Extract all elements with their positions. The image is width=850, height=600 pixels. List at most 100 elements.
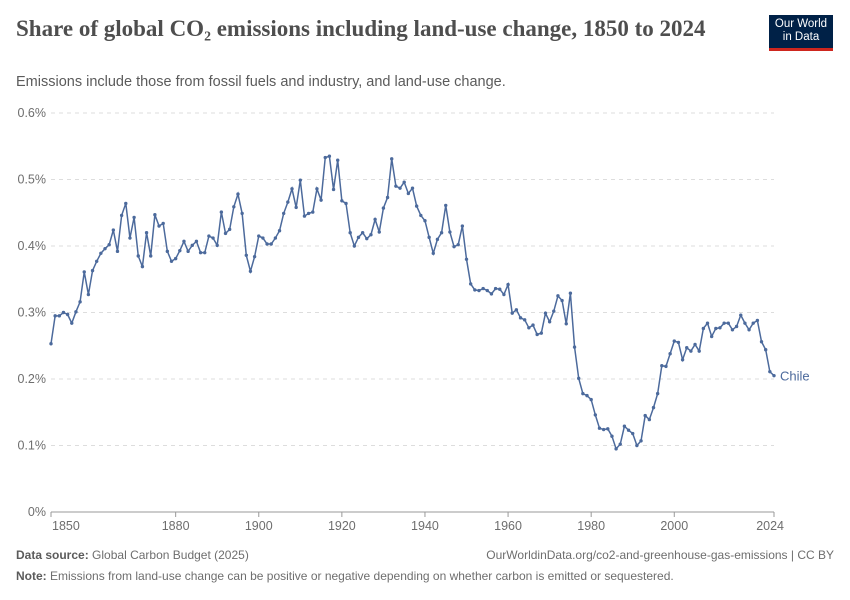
data-point — [556, 294, 560, 298]
data-point — [348, 231, 352, 235]
data-point — [585, 393, 589, 398]
data-point — [564, 322, 568, 326]
data-point — [427, 235, 431, 240]
data-point — [606, 427, 610, 431]
data-point — [248, 269, 253, 273]
data-point — [49, 342, 53, 346]
data-point — [315, 187, 319, 191]
data-point — [676, 340, 681, 345]
data-point — [568, 291, 573, 295]
data-point — [514, 308, 519, 312]
data-point — [111, 228, 116, 232]
data-point — [685, 346, 689, 350]
data-point — [115, 249, 120, 254]
x-tick-label: 2000 — [660, 519, 688, 533]
data-point — [631, 431, 635, 436]
data-point — [448, 230, 452, 234]
chart-url[interactable]: OurWorldinData.org/co2-and-greenhouse-ga… — [486, 548, 834, 562]
data-point — [298, 178, 303, 182]
data-point — [240, 211, 244, 216]
data-point — [178, 248, 182, 253]
data-point — [103, 246, 107, 251]
series-label: Chile — [780, 369, 810, 384]
data-point — [86, 292, 91, 297]
data-point — [498, 287, 502, 291]
data-point — [232, 205, 236, 209]
data-point — [747, 328, 751, 332]
data-point — [390, 157, 394, 161]
data-point — [70, 321, 74, 325]
data-point — [74, 310, 78, 314]
data-point — [539, 331, 544, 335]
data-point — [373, 217, 377, 222]
data-point — [227, 227, 232, 232]
x-tick-label: 1900 — [245, 519, 273, 533]
data-point — [527, 326, 531, 330]
y-tick-label: 0.2% — [18, 372, 47, 386]
y-tick-label: 0.4% — [18, 239, 47, 253]
data-point — [136, 254, 140, 258]
data-point — [614, 447, 618, 451]
data-point — [61, 310, 66, 315]
data-point — [543, 311, 548, 315]
data-point — [281, 211, 286, 216]
source-label: Data source: — [16, 548, 89, 562]
data-point — [406, 191, 411, 196]
data-point — [535, 332, 539, 337]
data-point — [502, 292, 506, 297]
x-tick-label: 2024 — [756, 519, 784, 533]
data-point — [365, 236, 369, 241]
data-point — [439, 231, 444, 235]
data-point — [597, 426, 602, 430]
data-point — [311, 210, 315, 214]
data-point — [639, 439, 643, 443]
data-point — [327, 154, 332, 158]
note-text: Emissions from land-use change can be po… — [50, 569, 674, 583]
data-point — [763, 348, 768, 352]
data-point — [730, 328, 735, 332]
data-point — [186, 249, 190, 254]
data-point — [294, 205, 298, 210]
data-point — [701, 326, 706, 331]
data-point — [622, 424, 627, 428]
data-point — [552, 309, 556, 313]
data-point — [518, 316, 523, 320]
data-point — [435, 237, 440, 242]
data-point — [664, 364, 668, 369]
data-point — [95, 259, 99, 263]
data-point — [257, 234, 261, 238]
data-point — [493, 286, 498, 291]
data-point — [705, 321, 710, 325]
data-point — [290, 187, 294, 191]
data-point — [323, 155, 327, 160]
data-point — [107, 242, 111, 247]
data-point — [402, 180, 406, 184]
data-point — [219, 210, 224, 214]
data-point — [269, 242, 273, 246]
data-point — [165, 249, 170, 254]
data-point — [169, 259, 174, 263]
data-point — [714, 326, 718, 331]
data-point — [182, 239, 186, 244]
data-point — [722, 321, 726, 325]
data-point — [144, 231, 149, 235]
data-point — [128, 236, 132, 240]
data-point — [82, 270, 86, 274]
data-point — [593, 413, 598, 417]
data-point — [468, 282, 473, 286]
data-point — [385, 195, 390, 200]
source-link[interactable]: Global Carbon Budget (2025) — [92, 548, 249, 562]
x-tick-label: 1980 — [577, 519, 605, 533]
data-point — [273, 236, 278, 240]
data-point — [510, 311, 514, 315]
data-point — [78, 300, 82, 304]
data-point — [53, 314, 57, 318]
data-point — [319, 198, 323, 202]
data-point — [198, 250, 203, 255]
data-point — [635, 443, 639, 448]
data-point — [190, 243, 194, 248]
chart-note: Note: Emissions from land-use change can… — [16, 569, 674, 583]
data-point — [460, 224, 465, 228]
data-source: Data source: Global Carbon Budget (2025) — [16, 548, 249, 562]
owid-logo[interactable]: Our World in Data — [769, 15, 833, 51]
